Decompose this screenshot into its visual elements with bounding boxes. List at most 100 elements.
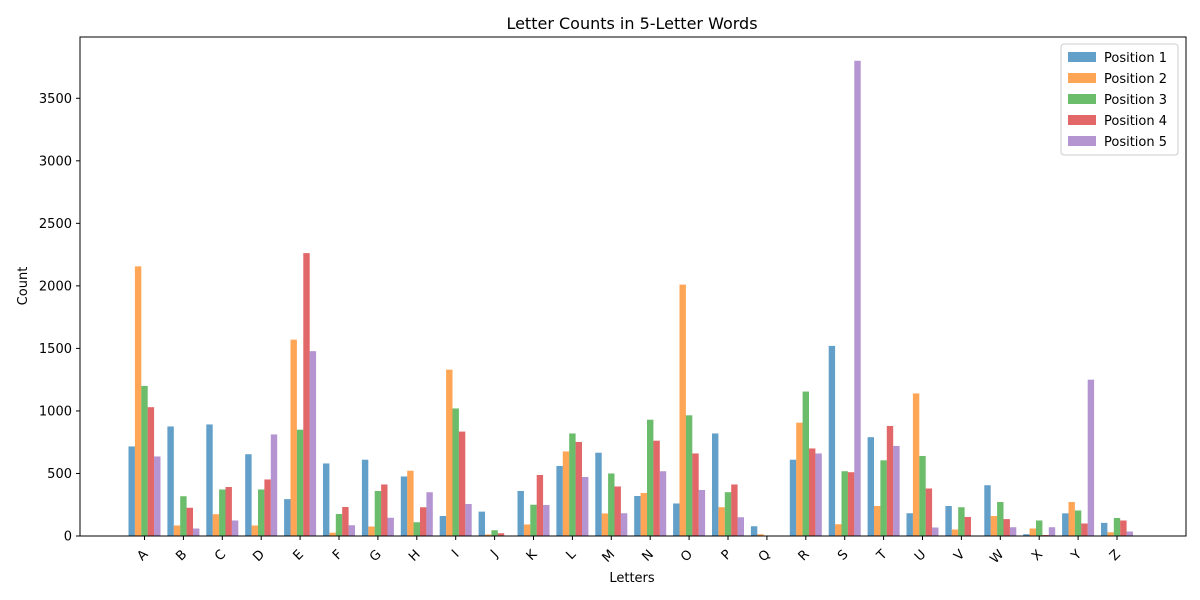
x-tick-label: D (250, 547, 268, 565)
bar-j-position-3 (491, 530, 498, 536)
bar-w-position-3 (997, 501, 1004, 536)
bar-n-position-4 (653, 440, 660, 536)
bar-t-position-5 (893, 445, 900, 536)
bar-s-position-2 (835, 524, 842, 536)
bar-n-position-2 (640, 492, 647, 536)
bar-o-position-4 (692, 453, 699, 536)
bar-a-position-5 (154, 456, 161, 536)
y-tick-label: 0 (64, 530, 72, 545)
bar-i-position-3 (452, 408, 459, 536)
bar-s-position-4 (847, 472, 855, 536)
bar-t-position-1 (867, 437, 874, 536)
bar-g-position-4 (381, 484, 388, 536)
bar-x-position-1 (1023, 534, 1030, 536)
bar-i-position-5 (465, 503, 472, 536)
bar-s-position-3 (841, 471, 848, 536)
bar-t-position-4 (886, 425, 894, 536)
y-tick-label: 3500 (39, 92, 72, 107)
bar-z-position-5 (1126, 531, 1133, 536)
x-tick-label: F (330, 547, 346, 563)
bar-g-position-2 (368, 526, 375, 536)
bar-a-position-2 (134, 266, 142, 536)
x-tick-label: I (449, 547, 462, 560)
x-tick-label: N (640, 547, 657, 564)
bar-u-position-2 (912, 393, 920, 536)
bar-k-position-2 (523, 524, 531, 536)
legend-swatch-position-4 (1068, 115, 1096, 125)
y-tick-label: 2500 (39, 217, 72, 232)
bar-u-position-1 (906, 513, 913, 536)
legend-label-position-4: Position 4 (1104, 114, 1167, 129)
y-tick-label: 2000 (39, 279, 72, 294)
bar-q-position-2 (757, 534, 764, 536)
bar-g-position-3 (374, 490, 382, 536)
bar-p-position-5 (737, 517, 744, 536)
bar-t-position-3 (880, 460, 887, 536)
x-tick-label: T (873, 547, 890, 564)
y-axis-ticks: 0 500 1000 1500 2000 2500 3000 3500 (39, 92, 80, 545)
bar-f-position-1 (323, 463, 330, 536)
bar-c-position-2 (212, 514, 220, 536)
bar-i-position-1 (439, 515, 447, 536)
bar-x-position-2 (1029, 528, 1036, 536)
bar-u-position-3 (919, 455, 926, 536)
bar-m-position-4 (614, 486, 621, 536)
bar-e-position-2 (290, 339, 297, 536)
legend-label-position-3: Position 3 (1104, 93, 1167, 108)
bar-p-position-4 (731, 484, 738, 536)
bar-n-position-1 (634, 495, 641, 536)
bar-b-position-4 (186, 507, 193, 536)
legend-label-position-1: Position 1 (1104, 51, 1167, 66)
legend-swatch-position-3 (1068, 94, 1096, 104)
bar-y-position-5 (1087, 379, 1095, 536)
bar-f-position-3 (335, 513, 343, 536)
bar-f-position-5 (348, 525, 355, 536)
bar-l-position-2 (562, 451, 570, 536)
bar-b-position-2 (173, 525, 181, 536)
bar-x-position-3 (1036, 520, 1043, 536)
bar-j-position-1 (478, 511, 485, 536)
bar-h-position-1 (400, 476, 408, 536)
bar-g-position-5 (387, 517, 394, 536)
bar-l-position-5 (582, 476, 589, 536)
x-tick-label: V (951, 547, 968, 564)
bar-c-position-3 (219, 489, 226, 536)
legend-box (1060, 43, 1179, 156)
bar-x-position-5 (1048, 527, 1056, 536)
legend-label-position-2: Position 2 (1104, 72, 1167, 87)
bar-r-position-2 (796, 422, 803, 536)
bar-g-position-1 (361, 459, 369, 536)
bar-q-position-1 (750, 526, 758, 536)
y-tick-label: 1500 (39, 342, 72, 357)
bar-m-position-3 (608, 473, 615, 536)
bar-w-position-1 (984, 485, 991, 536)
bar-h-position-2 (407, 470, 414, 536)
bar-m-position-1 (595, 452, 602, 536)
bar-f-position-2 (329, 532, 336, 536)
bar-o-position-3 (685, 415, 693, 536)
x-tick-label: S (835, 547, 851, 563)
bar-k-position-4 (536, 474, 544, 536)
bar-a-position-4 (147, 407, 155, 536)
bar-v-position-3 (958, 507, 965, 536)
bar-r-position-4 (809, 448, 816, 536)
x-tick-label: Z (1107, 547, 1124, 564)
bar-k-position-3 (530, 504, 537, 536)
y-tick-label: 500 (47, 467, 72, 482)
bar-w-position-4 (1003, 519, 1010, 536)
bar-b-position-3 (180, 496, 187, 536)
bar-z-position-1 (1101, 522, 1108, 536)
bar-o-position-5 (698, 489, 706, 536)
x-tick-label: C (212, 547, 229, 564)
bar-e-position-4 (303, 253, 310, 537)
bar-z-position-2 (1107, 532, 1114, 536)
bar-i-position-4 (458, 431, 466, 536)
x-tick-label: L (563, 547, 579, 563)
bar-n-position-5 (659, 471, 667, 536)
bar-d-position-1 (245, 454, 252, 536)
bar-c-position-4 (225, 486, 232, 536)
legend-swatch-position-5 (1068, 136, 1096, 146)
bar-r-position-3 (802, 391, 809, 536)
bar-t-position-2 (874, 505, 881, 536)
bar-i-position-2 (446, 369, 453, 536)
